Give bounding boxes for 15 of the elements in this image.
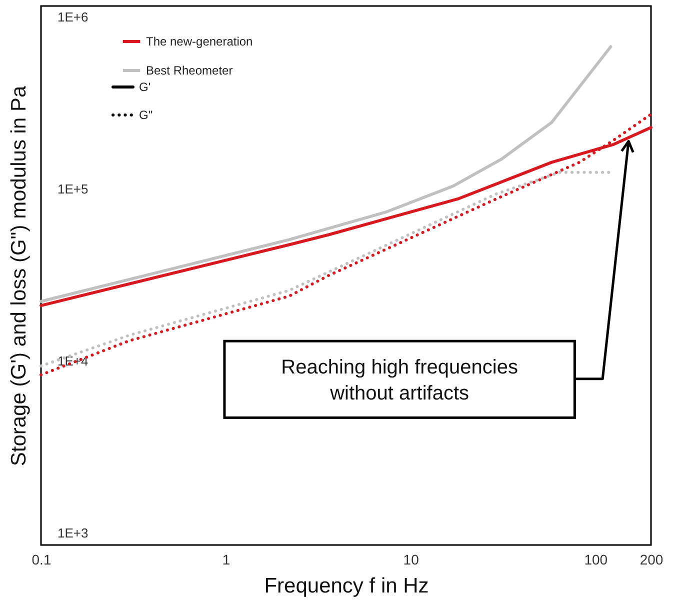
annotation: G": [139, 108, 153, 122]
y-tick-label: 1E+6: [58, 10, 88, 25]
annotation: G': [139, 80, 151, 94]
legend-label: Best Rheometer: [146, 64, 233, 78]
x-axis-title: Frequency f in Hz: [264, 574, 429, 598]
x-tick-label: 0.1: [32, 552, 52, 568]
y-tick-label: 1E+3: [58, 525, 88, 540]
y-tick-label: 1E+5: [58, 182, 88, 197]
legend-label: The new-generation: [146, 34, 253, 48]
x-tick-label: 100: [584, 552, 608, 568]
x-tick-label: 200: [640, 552, 664, 568]
x-tick-label: 10: [403, 552, 420, 568]
annotation: Reaching high frequencies without artifacts: [281, 356, 518, 404]
y-axis-title: Storage (G') and loss (G") modulus in Pa: [8, 86, 30, 466]
x-tick-label: 1: [222, 552, 230, 568]
